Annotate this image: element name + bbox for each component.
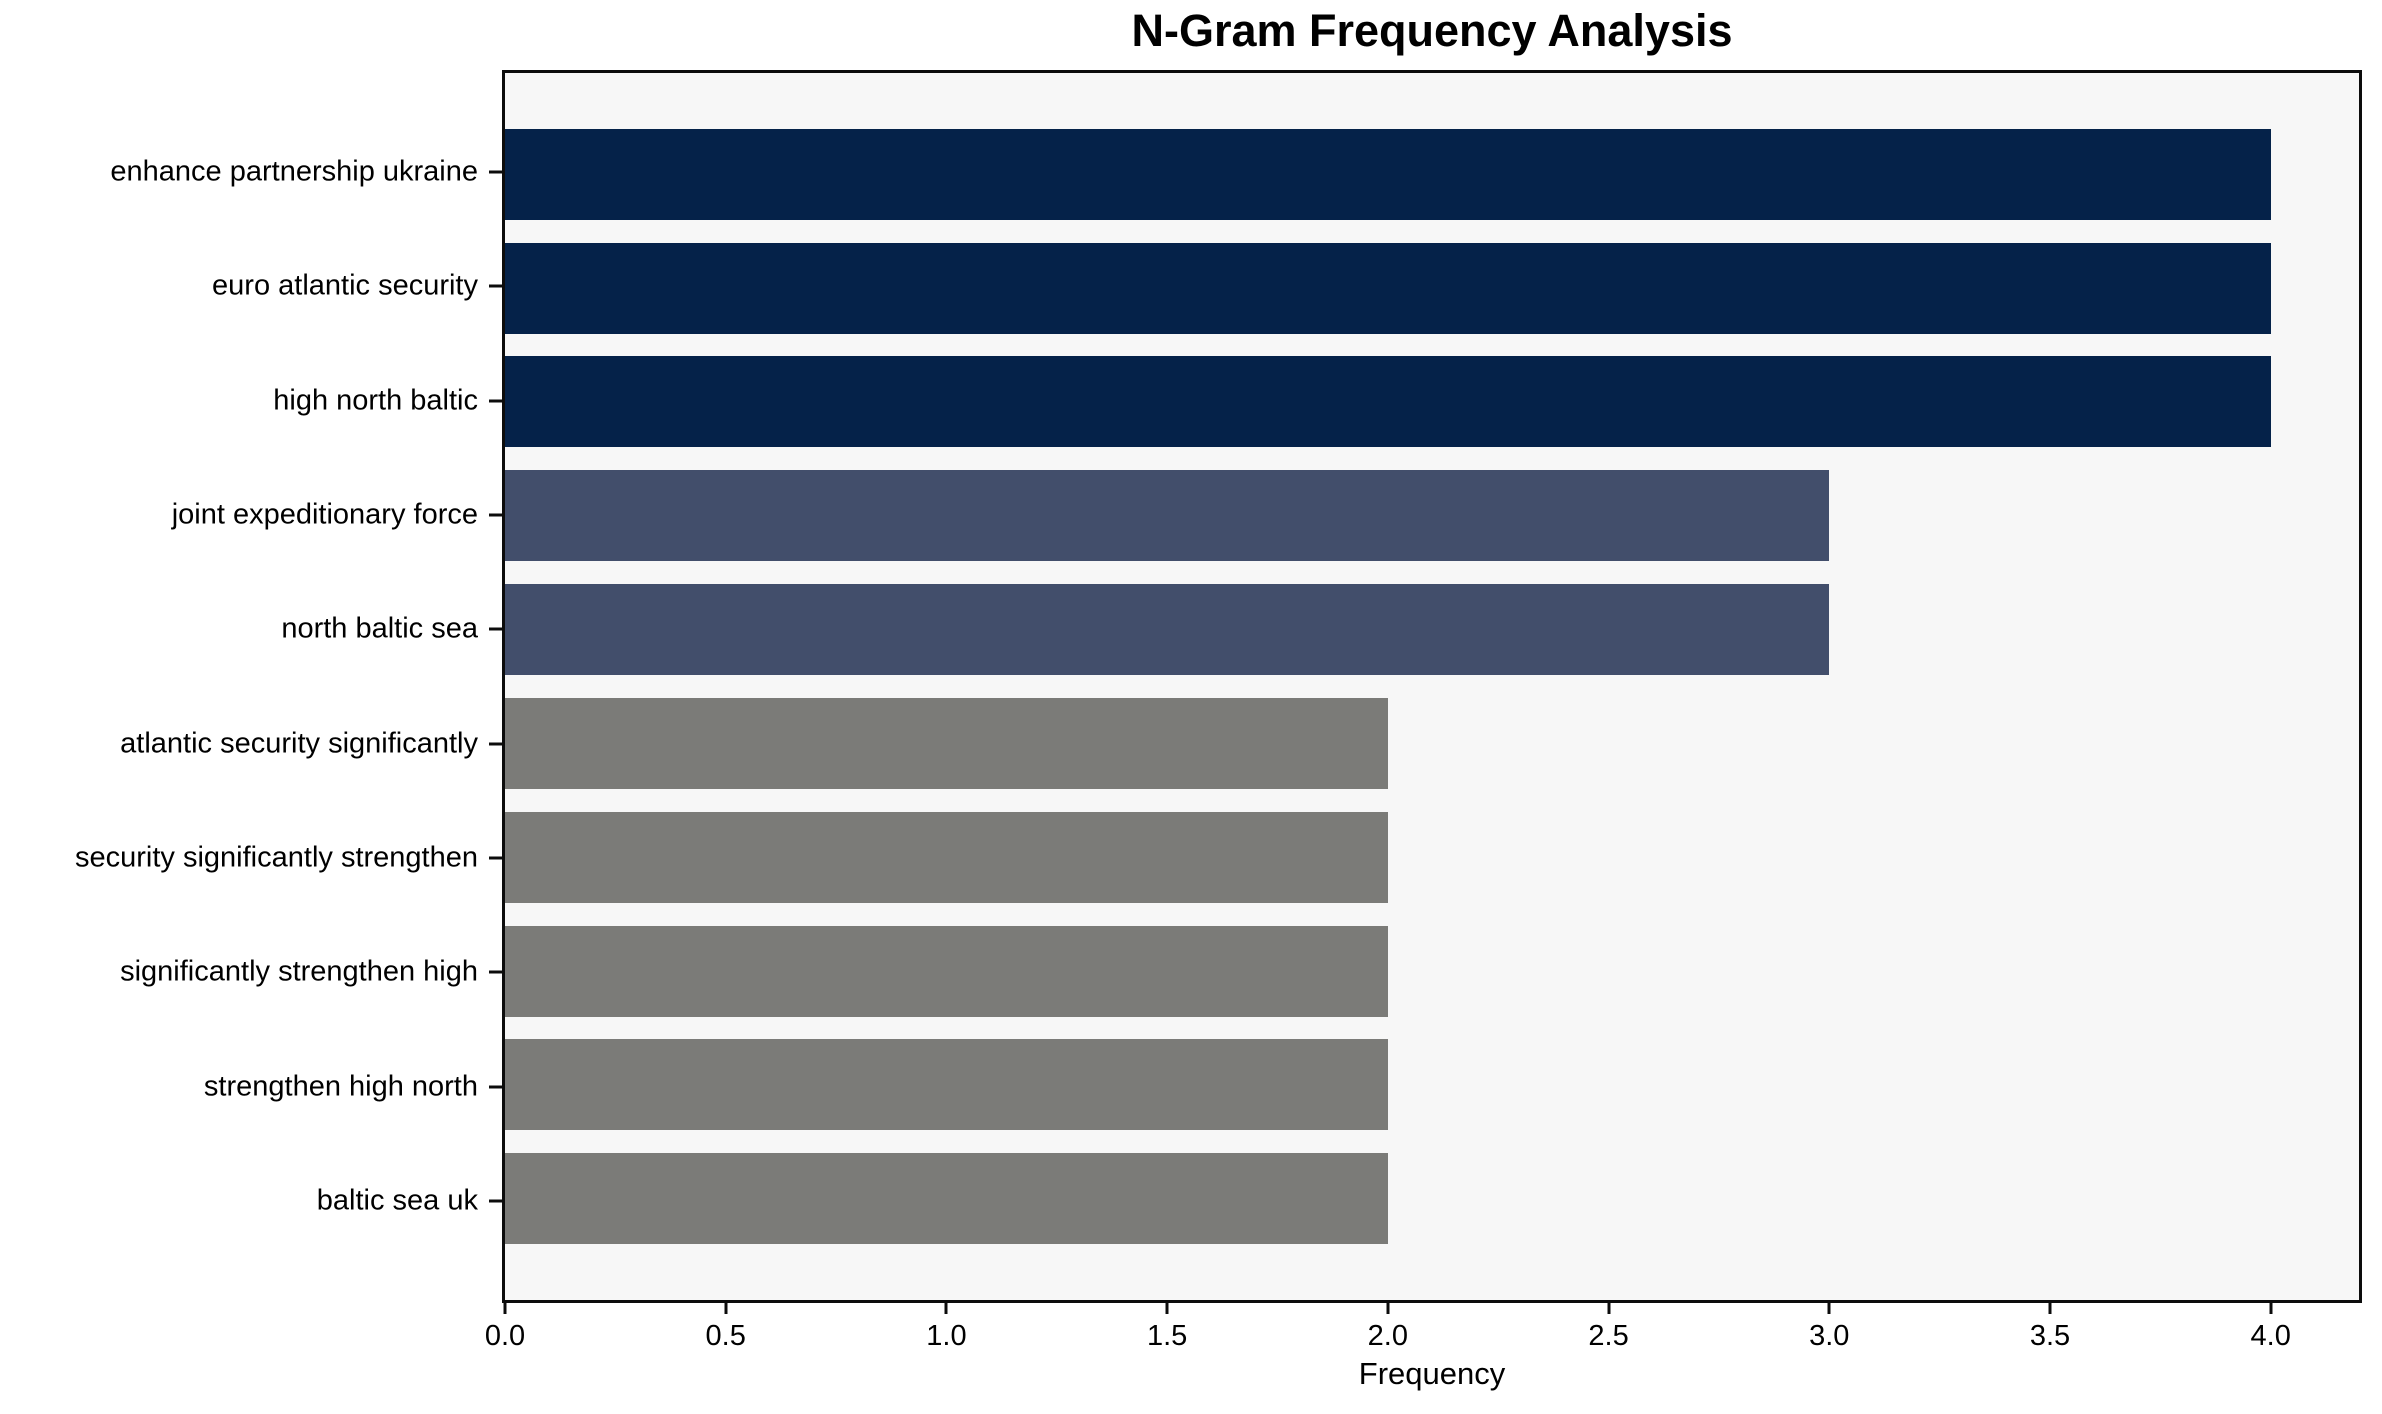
y-tick-label: joint expeditionary force (171, 498, 478, 531)
bar (505, 1153, 1388, 1245)
x-tick (944, 1300, 948, 1314)
x-tick-label: 3.5 (2029, 1320, 2071, 1352)
bar (505, 584, 1830, 676)
x-tick-label: 4.0 (2250, 1320, 2291, 1352)
y-tick (489, 284, 502, 288)
y-tick (489, 970, 502, 974)
bar (505, 1039, 1388, 1131)
x-tick (2048, 1300, 2052, 1314)
y-tick-label: strengthen high north (203, 1070, 478, 1103)
y-tick-label: atlantic security significantly (120, 727, 478, 760)
bar (505, 925, 1388, 1017)
y-axis-labels-layer: enhance partnership ukraine euro atlantic… (0, 70, 502, 1303)
y-tick (489, 170, 502, 174)
bar (505, 242, 2271, 334)
y-tick-label: significantly strengthen high (120, 955, 478, 988)
bar (505, 356, 2271, 448)
x-tick (503, 1300, 507, 1314)
bar (505, 128, 2271, 220)
x-tick-label: 1.0 (926, 1320, 967, 1352)
x-tick (724, 1300, 728, 1314)
y-tick-label: euro atlantic security (212, 269, 478, 302)
y-tick-label: north baltic sea (281, 612, 478, 645)
y-tick (489, 856, 502, 860)
x-tick-label: 0.0 (484, 1320, 526, 1352)
y-tick (489, 1085, 502, 1089)
y-tick (489, 513, 502, 517)
x-tick (1165, 1300, 1169, 1314)
bar (505, 697, 1388, 789)
y-tick (489, 1199, 502, 1203)
x-tick-label: 2.0 (1367, 1320, 1409, 1352)
bar (505, 470, 1830, 562)
plot-area: Frequency 0.0 0.5 1.0 1.5 2.0 2.5 3.0 3.5 4.0 (485, 70, 2362, 1391)
x-tick-label: 0.5 (705, 1320, 746, 1352)
x-tick (1386, 1300, 1390, 1314)
x-tick (1607, 1300, 1611, 1314)
y-tick-label: baltic sea uk (316, 1184, 478, 1217)
x-tick (1827, 1300, 1831, 1314)
y-tick-label: high north baltic (273, 384, 478, 417)
y-tick (489, 399, 502, 403)
y-tick-label: enhance partnership ukraine (110, 155, 478, 188)
x-tick (2269, 1300, 2273, 1314)
y-tick-label: security significantly strengthen (75, 841, 478, 874)
x-tick-label: 3.0 (1809, 1320, 1850, 1352)
y-tick (489, 742, 502, 746)
x-tick-label: 2.5 (1588, 1320, 1629, 1352)
bar (505, 811, 1388, 903)
x-axis-label: Frequency (1358, 1356, 1506, 1391)
x-tick-label: 1.5 (1146, 1320, 1188, 1352)
y-tick (489, 627, 502, 631)
chart-title: N-Gram Frequency Analysis (1131, 5, 1733, 56)
